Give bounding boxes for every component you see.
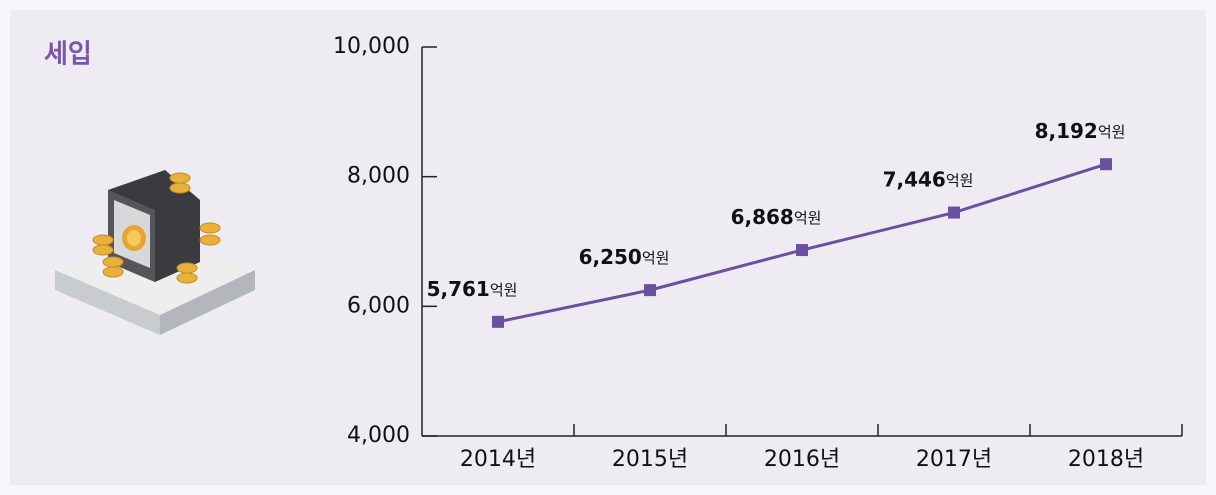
y-tick-label: 4,000 — [347, 423, 410, 448]
marker — [948, 206, 960, 219]
value-number: 5,761 — [427, 276, 490, 300]
x-tick-label: 2014년 — [460, 447, 536, 472]
value-label: 8,192억원 — [1035, 119, 1126, 143]
value-number: 8,192 — [1035, 119, 1098, 143]
chart-title: 세입 — [44, 40, 92, 70]
value-label: 7,446억원 — [883, 167, 974, 191]
marker — [492, 315, 504, 328]
y-tick-label: 10,000 — [333, 34, 410, 59]
value-unit: 억원 — [490, 280, 518, 298]
x-tick-label: 2016년 — [764, 447, 840, 472]
x-tick-label: 2015년 — [612, 447, 688, 472]
x-tick-label: 2017년 — [916, 447, 992, 472]
marker — [1100, 158, 1112, 171]
value-unit: 억원 — [946, 171, 974, 189]
value-unit: 억원 — [1098, 123, 1126, 141]
value-label: 5,761억원 — [427, 276, 518, 300]
safe-icon — [55, 170, 255, 335]
value-number: 6,868 — [731, 205, 794, 229]
marker — [644, 284, 656, 297]
panel — [10, 10, 1206, 485]
value-label: 6,868억원 — [731, 205, 822, 229]
value-unit: 억원 — [794, 209, 822, 227]
x-tick-label: 2018년 — [1068, 447, 1144, 472]
value-unit: 억원 — [642, 249, 670, 267]
value-number: 7,446 — [883, 167, 946, 191]
value-label: 6,250억원 — [579, 245, 670, 269]
value-number: 6,250 — [579, 245, 642, 269]
y-tick-label: 8,000 — [347, 164, 410, 189]
y-tick-label: 6,000 — [347, 293, 410, 318]
marker — [796, 244, 808, 257]
